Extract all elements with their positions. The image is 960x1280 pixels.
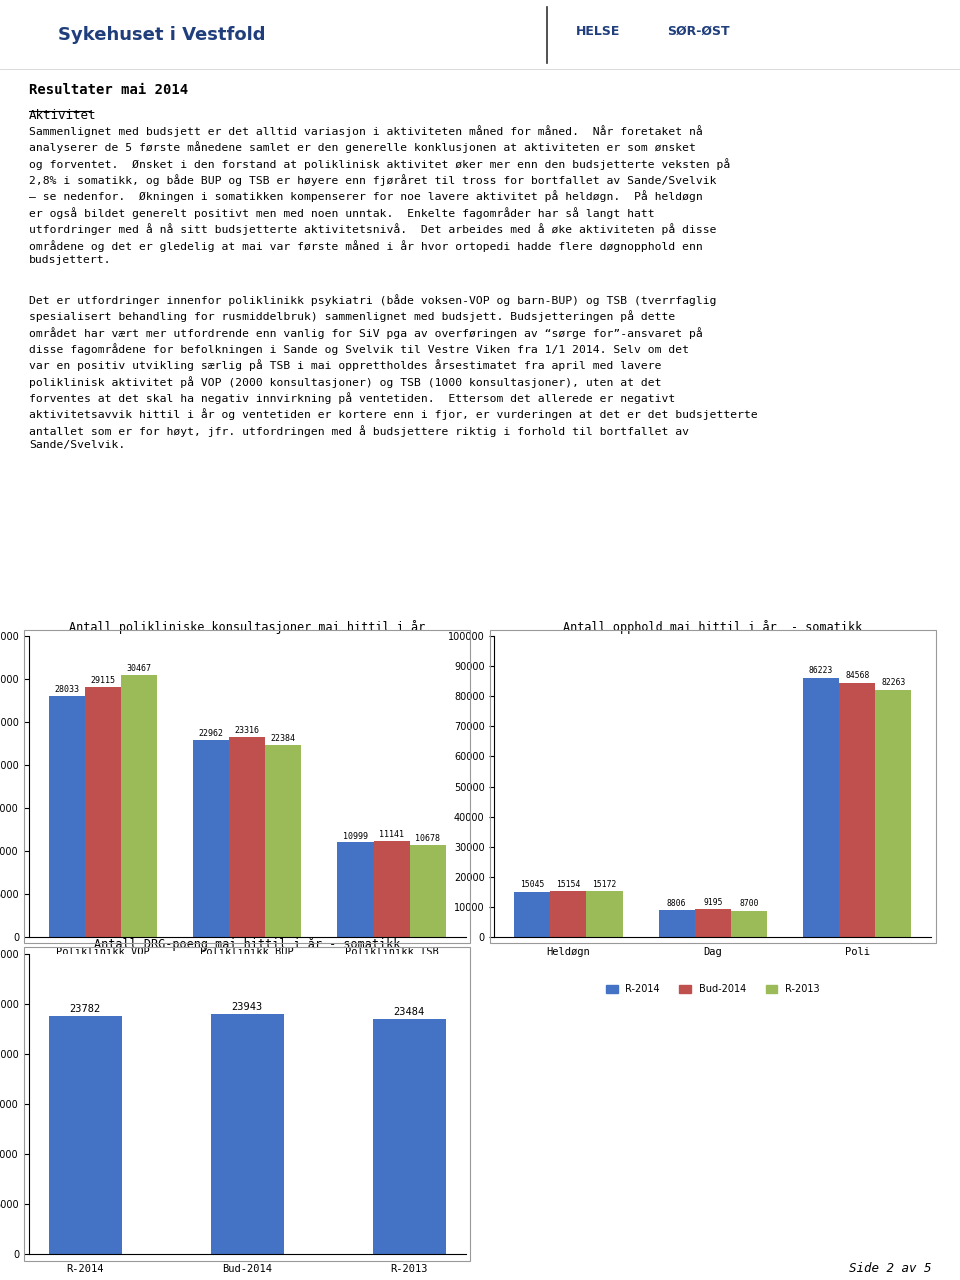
Bar <box>839 682 876 937</box>
Title: Antall opphold mai hittil i år  - somatikk: Antall opphold mai hittil i år - somatik… <box>564 620 862 634</box>
Text: 23316: 23316 <box>234 726 260 735</box>
Text: Side 2 av 5: Side 2 av 5 <box>849 1262 931 1275</box>
Legend: R-2014, Bud-2014, R-2013: R-2014, Bud-2014, R-2013 <box>602 980 824 998</box>
Text: 23782: 23782 <box>69 1004 101 1014</box>
Text: 9195: 9195 <box>703 897 723 908</box>
Bar <box>659 910 695 937</box>
Text: 15154: 15154 <box>556 879 581 890</box>
Text: 28033: 28033 <box>54 685 80 694</box>
Bar <box>695 909 731 937</box>
Bar <box>193 740 229 937</box>
Bar <box>84 687 121 937</box>
Text: HELSE: HELSE <box>576 26 620 38</box>
Text: 22962: 22962 <box>199 728 224 737</box>
Title: Antall polikliniske konsultasjoner mai hittil i år: Antall polikliniske konsultasjoner mai h… <box>69 620 425 634</box>
Text: 29115: 29115 <box>90 676 115 685</box>
Text: 15045: 15045 <box>520 881 544 890</box>
Text: 23943: 23943 <box>231 1002 263 1012</box>
Text: SØR-ØST: SØR-ØST <box>667 26 730 38</box>
Bar <box>876 690 911 937</box>
Bar <box>731 911 767 937</box>
Bar <box>338 842 373 937</box>
Text: Det er utfordringer innenfor poliklinikk psykiatri (både voksen-VOP og barn-BUP): Det er utfordringer innenfor poliklinikk… <box>29 294 757 451</box>
Text: 10999: 10999 <box>343 832 368 841</box>
Text: 8700: 8700 <box>739 900 758 909</box>
Text: Sammenlignet med budsjett er det alltid variasjon i aktiviteten måned for måned.: Sammenlignet med budsjett er det alltid … <box>29 125 730 265</box>
Title: Antall DRG-poeng mai hittil i år - somatikk: Antall DRG-poeng mai hittil i år - somat… <box>94 937 400 951</box>
Bar <box>804 677 839 937</box>
Text: Aktivitet: Aktivitet <box>29 109 96 122</box>
Bar <box>265 745 301 937</box>
Text: 82263: 82263 <box>881 678 905 687</box>
Bar <box>372 1019 445 1254</box>
Bar <box>515 892 550 937</box>
Text: Sykehuset i Vestfold: Sykehuset i Vestfold <box>58 26 265 45</box>
Text: 84568: 84568 <box>845 671 870 680</box>
Bar <box>121 675 156 937</box>
Text: 23484: 23484 <box>394 1007 425 1016</box>
Text: 8806: 8806 <box>667 899 686 908</box>
Bar <box>49 1016 122 1254</box>
Text: 11141: 11141 <box>379 831 404 840</box>
Bar <box>587 891 622 937</box>
Bar <box>211 1014 283 1254</box>
Bar <box>410 845 445 937</box>
Text: 15172: 15172 <box>592 879 616 888</box>
Text: 86223: 86223 <box>809 666 833 675</box>
Legend: R-2014, Bud-2014, R-2013: R-2014, Bud-2014, R-2013 <box>136 980 358 998</box>
Bar <box>229 736 265 937</box>
Text: Resultater mai 2014: Resultater mai 2014 <box>29 83 188 97</box>
Bar <box>49 696 84 937</box>
Bar <box>550 891 587 937</box>
Text: 10678: 10678 <box>415 835 441 844</box>
Text: 22384: 22384 <box>271 733 296 742</box>
Bar <box>373 841 410 937</box>
Text: 30467: 30467 <box>127 664 152 673</box>
